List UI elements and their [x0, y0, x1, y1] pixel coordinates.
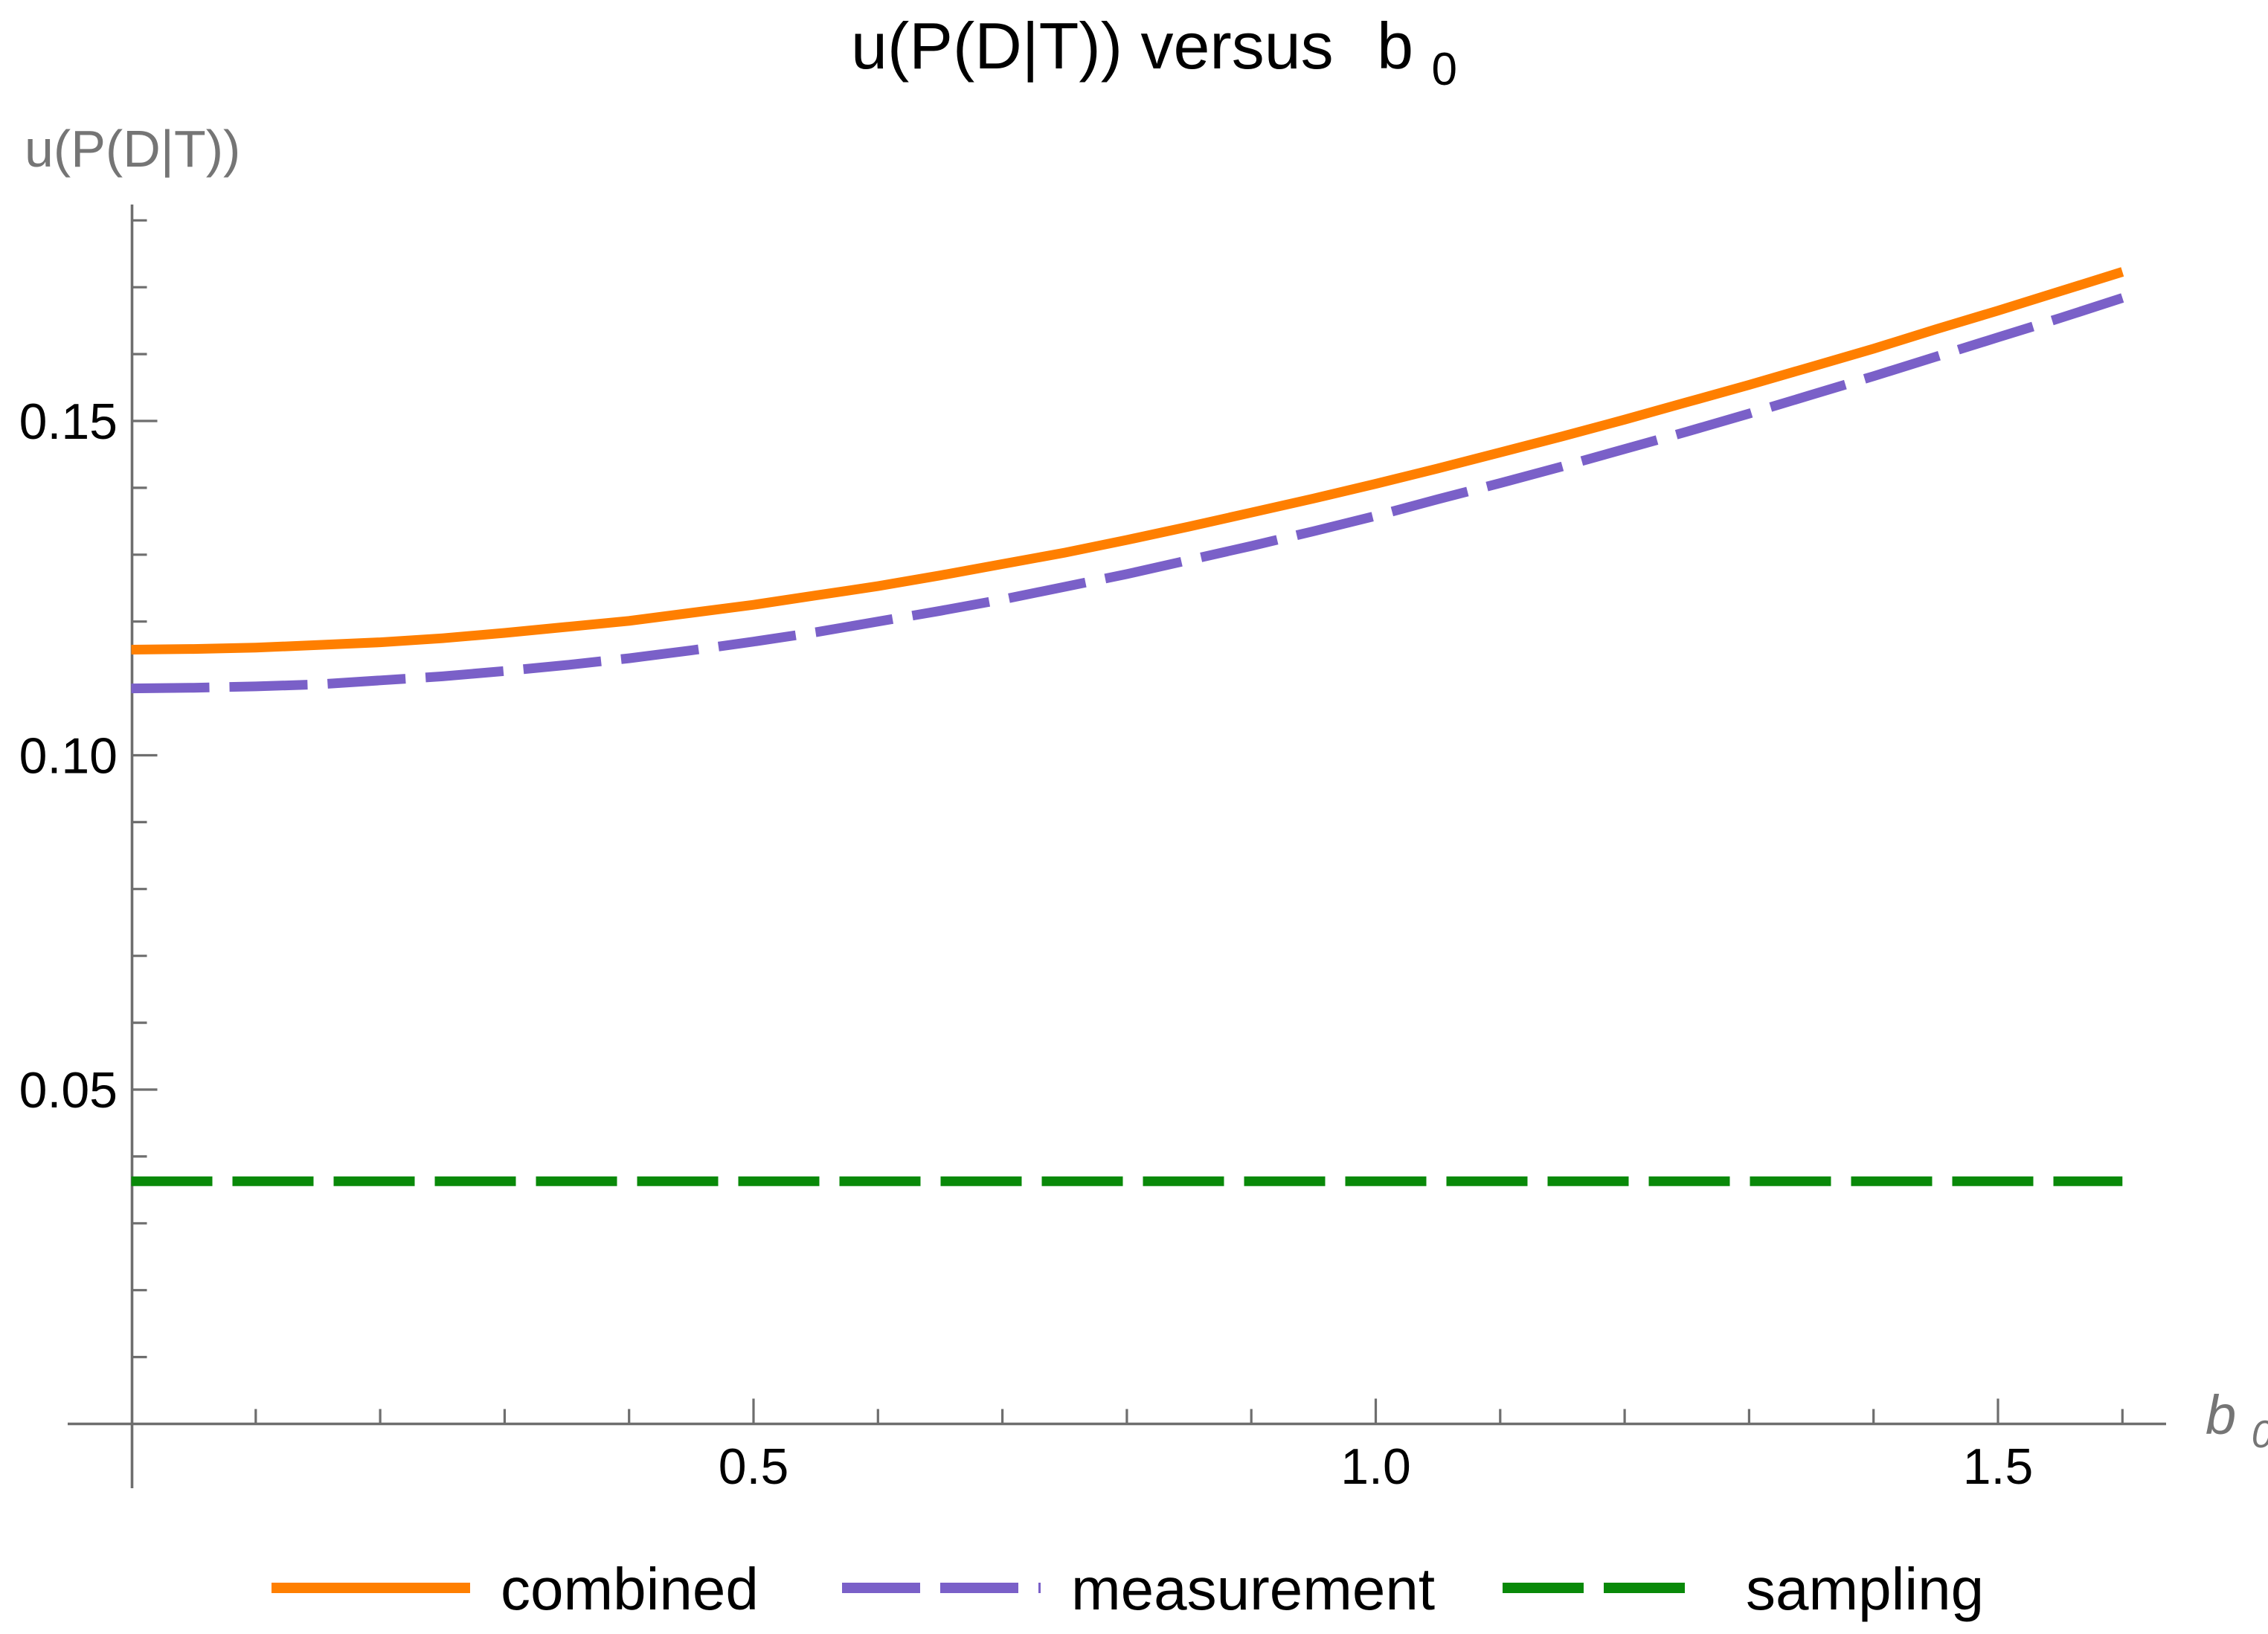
chart-title: u(P(D|T)) versus b 0: [851, 9, 1457, 95]
combined-curve: [131, 267, 2124, 654]
legend-label-sampling: sampling: [1746, 1556, 1984, 1622]
x-axis-label-main: b: [2206, 1384, 2236, 1446]
x-tick-label: 1.0: [1340, 1438, 1411, 1495]
x-tick-label: 1.5: [1963, 1438, 2034, 1495]
chart-title-subscript: 0: [1432, 44, 1457, 95]
x-axis-label-subscript: 0: [2252, 1413, 2268, 1456]
chart-title-main: u(P(D|T)) versus: [851, 9, 1334, 83]
y-axis-label: u(P(D|T)): [25, 120, 240, 178]
plot-legend: combined measurement sampling: [272, 1556, 1984, 1622]
measurement-curve: [131, 293, 2124, 694]
plot-curves: [131, 267, 2124, 1186]
legend-label-combined: combined: [501, 1556, 759, 1622]
y-tick-label: 0.10: [19, 728, 118, 785]
y-tick-label: 0.15: [19, 393, 118, 450]
chart-title-var: b: [1377, 9, 1413, 83]
y-tick-label: 0.05: [19, 1062, 118, 1119]
x-tick-label: 0.5: [719, 1438, 789, 1495]
legend-label-measurement: measurement: [1071, 1556, 1435, 1622]
x-axis-label: b 0: [2206, 1384, 2268, 1456]
axis-tick-labels: 0.5 1.0 1.5 0.05 0.10 0.15: [19, 393, 2034, 1495]
axis-ticks: [132, 219, 2124, 1424]
